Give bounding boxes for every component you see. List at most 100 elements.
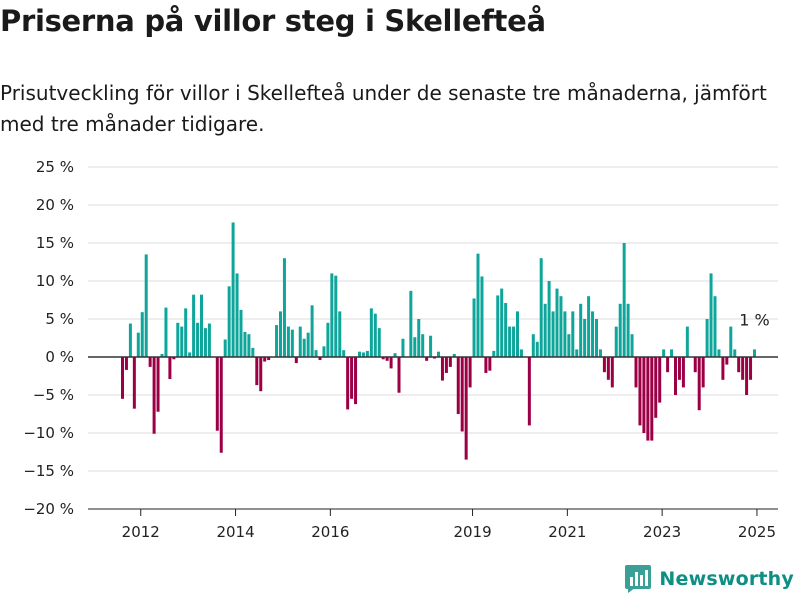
y-tick-label: −15 % — [23, 462, 74, 480]
bar — [176, 322, 180, 357]
bar — [646, 357, 650, 441]
bar — [192, 294, 196, 357]
bar — [488, 357, 492, 371]
bar — [302, 338, 306, 357]
bar — [180, 326, 184, 357]
bar — [567, 334, 571, 357]
bar — [705, 319, 709, 357]
bar — [279, 311, 282, 357]
bar — [492, 350, 496, 357]
bar — [606, 357, 610, 380]
bar — [251, 347, 255, 357]
bar — [318, 357, 322, 361]
bar — [294, 357, 298, 364]
bar — [373, 313, 377, 357]
bar — [559, 296, 563, 357]
newsworthy-logo[interactable]: Newsworthy — [625, 562, 794, 596]
bar — [519, 349, 523, 357]
bar — [433, 357, 437, 359]
bar — [543, 303, 547, 357]
bar — [583, 319, 587, 357]
bar — [207, 323, 211, 357]
x-tick-label: 2021 — [548, 523, 586, 541]
bar — [598, 349, 602, 357]
bar — [128, 323, 132, 357]
bar — [121, 357, 124, 399]
y-tick-label: −20 % — [23, 500, 74, 518]
bar — [334, 275, 338, 357]
bar — [219, 357, 223, 453]
bar — [342, 350, 346, 357]
bar — [701, 357, 705, 388]
bar — [144, 254, 148, 357]
bar — [152, 357, 156, 434]
bar — [551, 311, 555, 357]
x-tick-label: 2014 — [216, 523, 254, 541]
bar — [733, 349, 737, 357]
bar — [516, 311, 519, 357]
bar — [749, 357, 753, 380]
bar — [223, 339, 227, 357]
bar — [156, 357, 160, 412]
bar — [132, 357, 136, 409]
bar — [622, 243, 626, 357]
bar — [247, 334, 251, 357]
bar — [745, 357, 749, 395]
bar — [496, 295, 500, 357]
bar — [413, 337, 417, 357]
y-tick-label: 25 % — [36, 158, 74, 176]
bar — [148, 357, 152, 367]
bar — [322, 346, 326, 357]
bar — [330, 273, 334, 357]
bar — [677, 357, 681, 380]
bar — [417, 319, 421, 357]
y-tick-label: 5 % — [45, 310, 74, 328]
bar — [591, 311, 595, 357]
bar — [306, 332, 310, 357]
bar — [654, 357, 658, 418]
bar — [377, 328, 381, 357]
bar — [634, 357, 638, 388]
y-tick-label: 10 % — [36, 272, 74, 290]
bar — [381, 357, 385, 360]
bar — [290, 329, 294, 357]
bar — [168, 357, 172, 380]
bar — [666, 357, 670, 373]
bar — [263, 357, 267, 362]
bar — [397, 357, 401, 393]
bar — [421, 334, 425, 357]
bar — [614, 326, 618, 357]
bar — [401, 338, 405, 357]
bar — [385, 357, 389, 361]
bar — [555, 288, 559, 357]
bar — [235, 273, 239, 357]
bar — [693, 357, 697, 373]
bar — [346, 357, 350, 410]
bar — [456, 357, 460, 414]
bar — [753, 349, 756, 357]
x-axis-tick-labels: 2012 2014 2016 2019 2021 2023 2025 — [122, 509, 776, 541]
bars — [121, 222, 756, 460]
bar — [460, 357, 464, 432]
bar — [618, 303, 622, 357]
bar — [164, 307, 168, 357]
x-tick-label: 2012 — [122, 523, 160, 541]
bar — [472, 298, 476, 357]
bar — [531, 334, 535, 357]
bar — [685, 326, 689, 357]
bar — [365, 350, 369, 357]
bar — [547, 281, 551, 357]
bar — [314, 350, 318, 357]
bar — [231, 222, 235, 357]
bar — [500, 288, 504, 357]
y-tick-label: −5 % — [33, 386, 74, 404]
y-tick-label: 0 % — [45, 348, 74, 366]
x-tick-label: 2023 — [643, 523, 681, 541]
bar — [662, 349, 666, 357]
bar — [200, 294, 203, 357]
bar — [626, 303, 630, 357]
bar — [326, 322, 330, 357]
bar — [476, 253, 480, 357]
bar — [468, 357, 472, 388]
bar — [440, 357, 444, 381]
